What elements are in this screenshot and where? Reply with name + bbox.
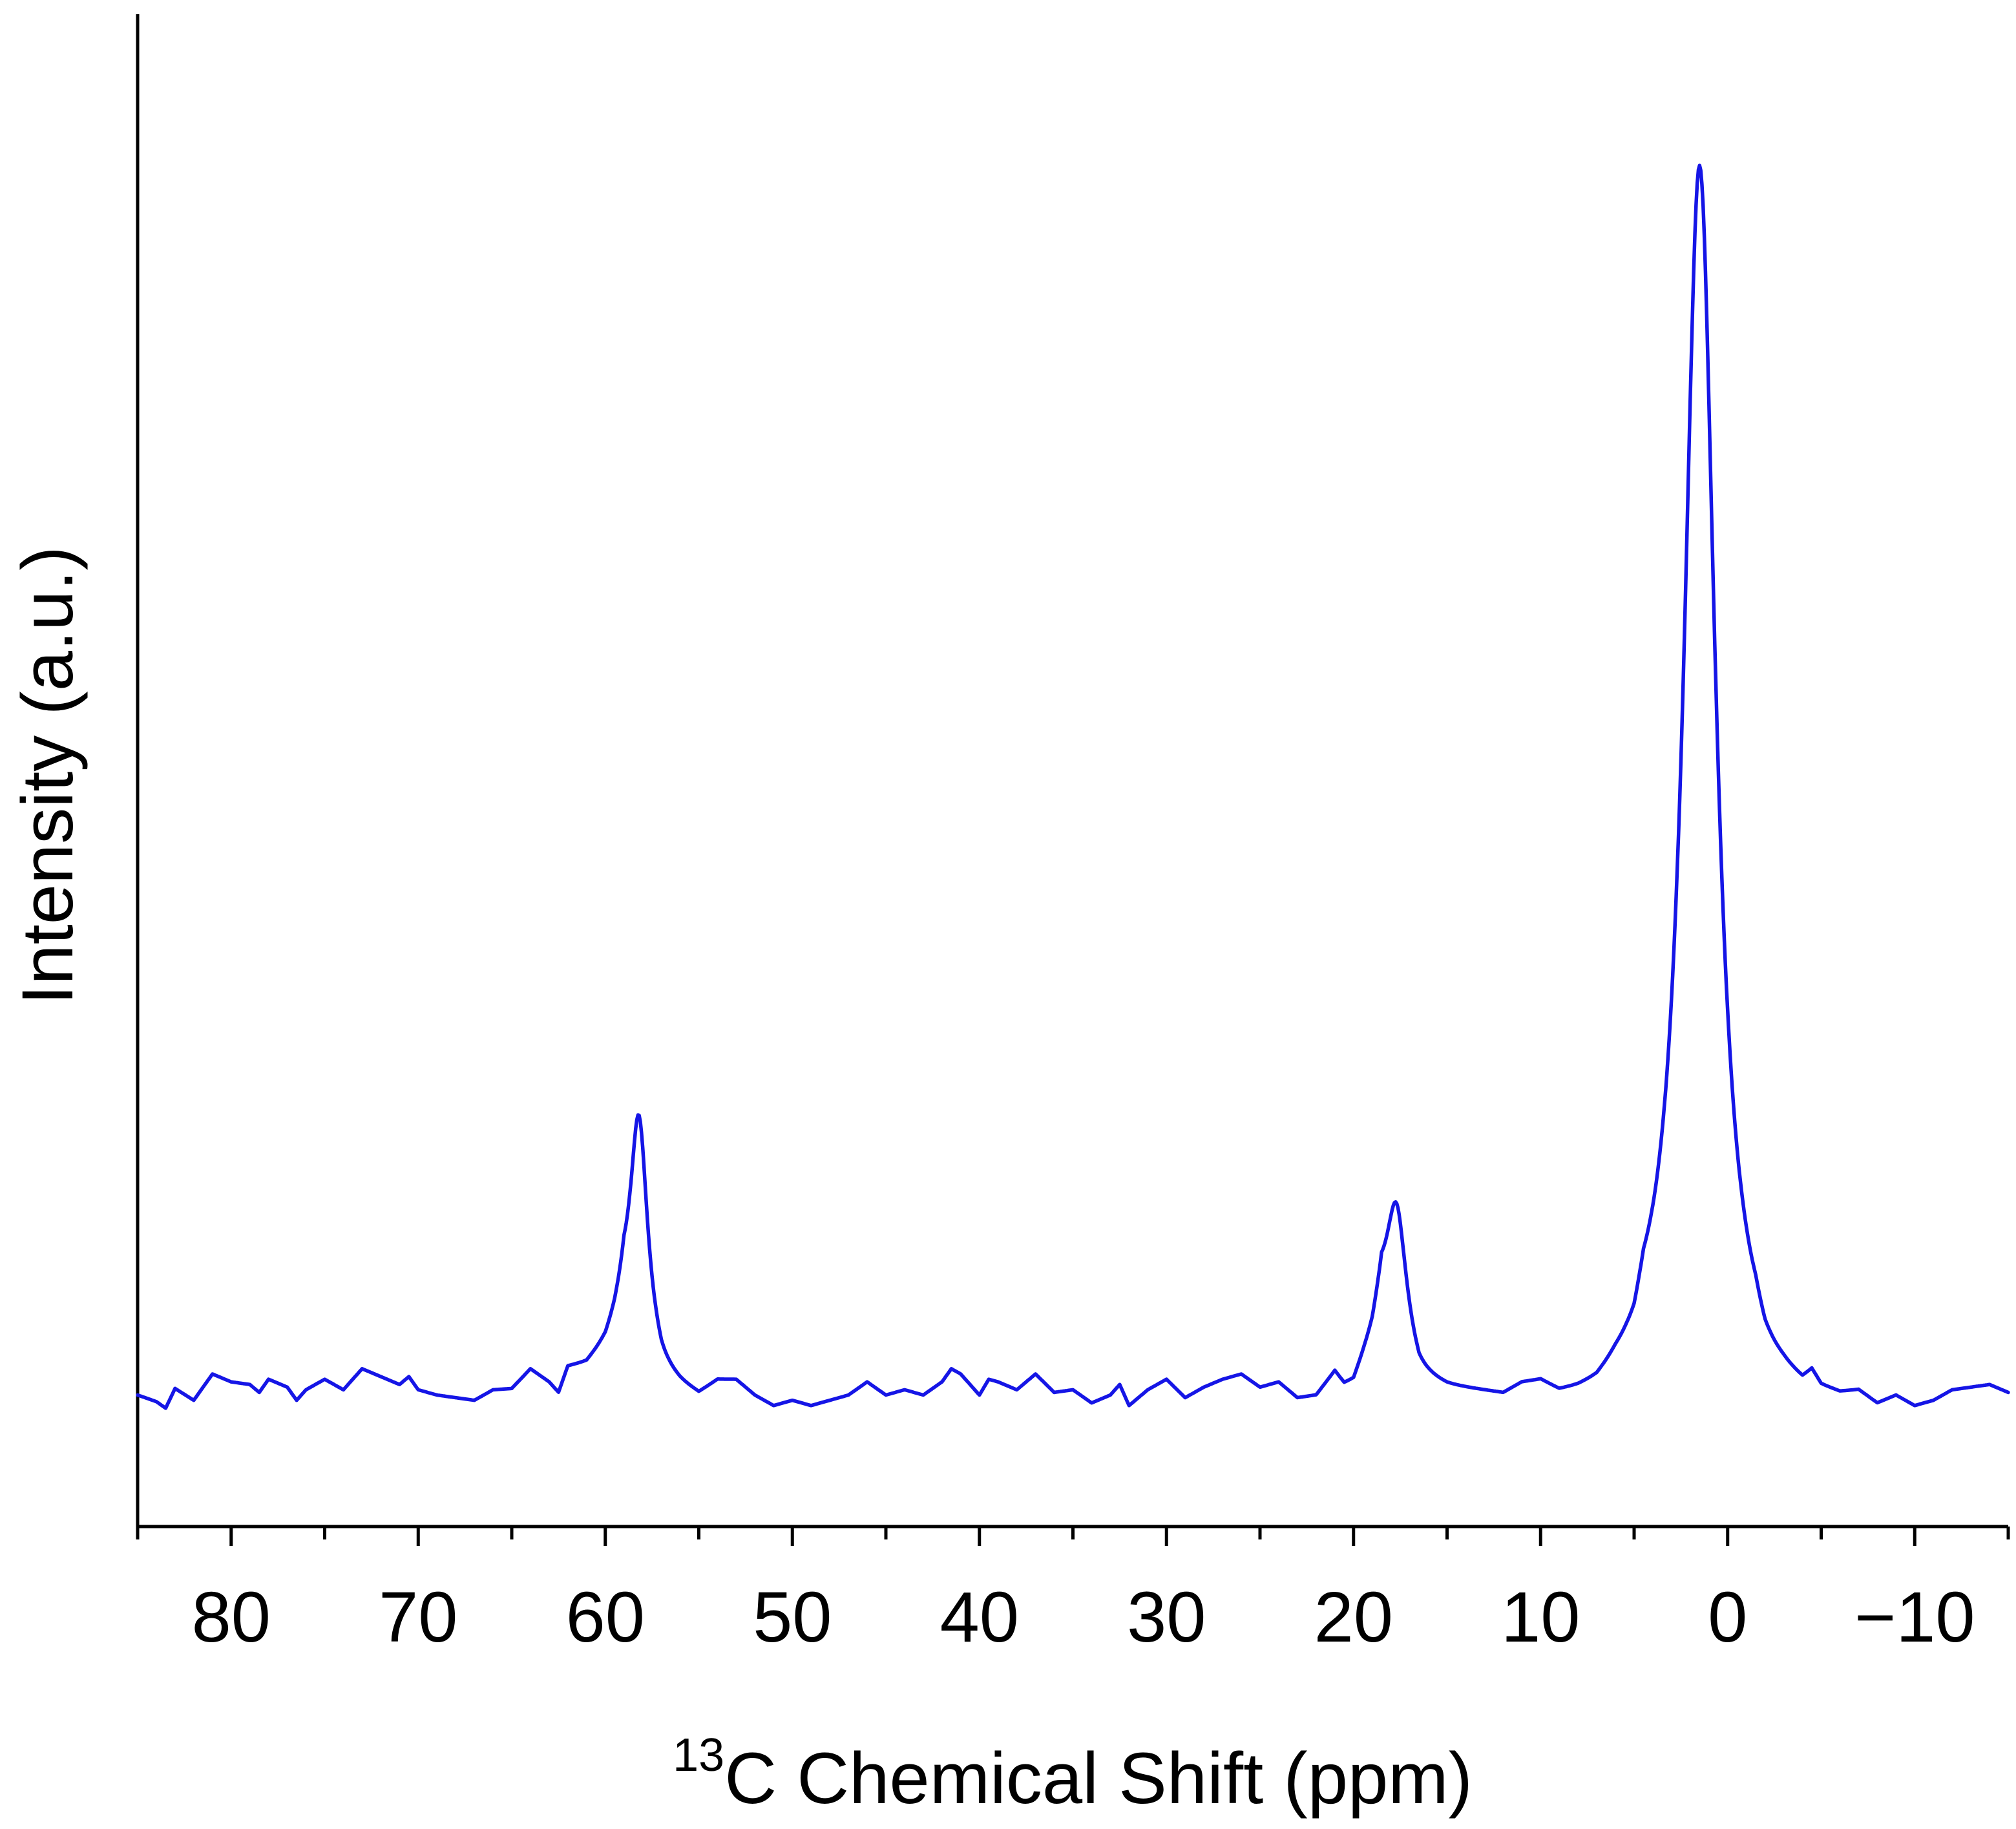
x-tick-label-10: 10 <box>1501 1578 1580 1657</box>
x-tick-label-30: 30 <box>1127 1578 1206 1657</box>
x-axis-title-superscript: 13 <box>673 1729 724 1781</box>
x-tick-label-40: 40 <box>940 1578 1019 1657</box>
x-axis-ticks <box>136 1527 2010 1546</box>
x-tick-label-60: 60 <box>566 1578 645 1657</box>
x-tick-label-20: 20 <box>1314 1578 1393 1657</box>
x-tick-label-70: 70 <box>379 1578 457 1657</box>
x-axis-tick-labels: 80 70 60 50 40 30 20 10 0 −10 <box>192 1578 1975 1657</box>
x-tick-label-0: 0 <box>1708 1578 1747 1657</box>
x-axis-title-text: C Chemical Shift (ppm) <box>724 1738 1473 1819</box>
x-tick-label-80: 80 <box>192 1578 271 1657</box>
spectrum-line <box>136 164 2010 1410</box>
x-axis-title: 13C Chemical Shift (ppm) <box>673 1729 1473 1819</box>
x-tick-label-neg10: −10 <box>1854 1578 1975 1657</box>
x-tick-label-50: 50 <box>753 1578 832 1657</box>
y-axis-title: Intensity (a.u.) <box>7 546 88 1005</box>
